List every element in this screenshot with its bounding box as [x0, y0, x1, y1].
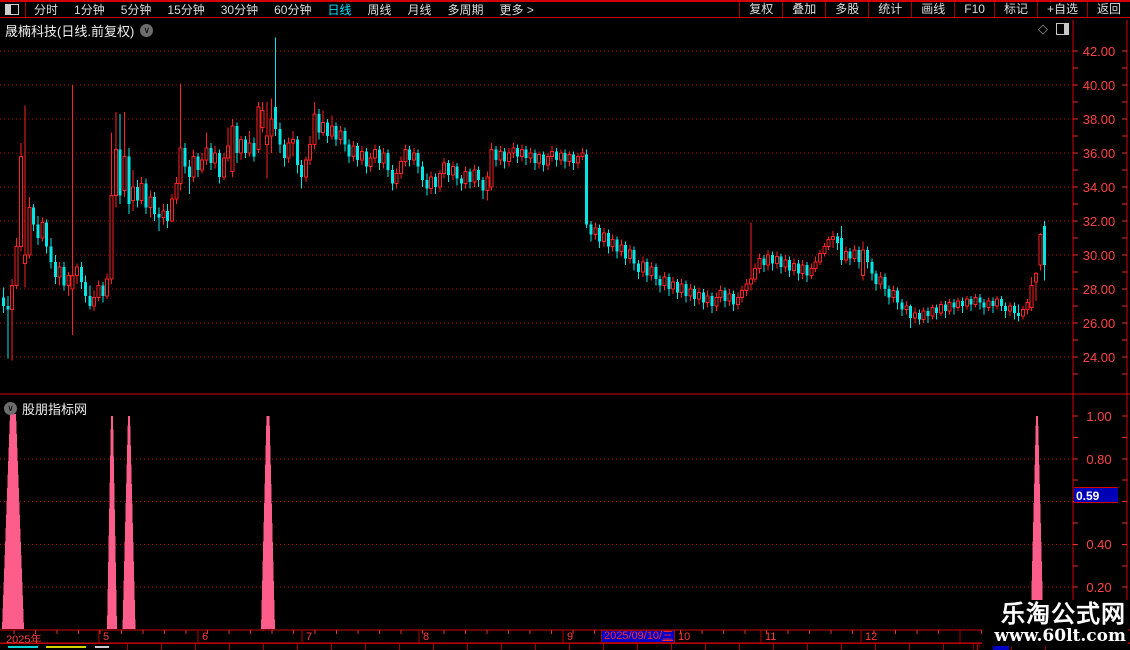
chevron-down-icon[interactable]: ∨ — [4, 402, 17, 415]
clipped-number-fragment: 12 — [971, 643, 982, 650]
period-tab-5分钟[interactable]: 5分钟 — [120, 3, 152, 17]
chevron-down-icon[interactable]: ∨ — [140, 24, 154, 37]
clipped-text-fragment — [95, 646, 109, 648]
toolbar-button-多股[interactable]: 多股 — [825, 2, 868, 17]
indicator-panel-header: ∨ 股朋指标网 — [4, 399, 87, 418]
diamond-marker-icon[interactable]: ◇ — [1038, 21, 1048, 36]
toolbar-button-+自选[interactable]: +自选 — [1036, 2, 1087, 17]
toolbar-button-F10[interactable]: F10 — [954, 2, 994, 17]
main-chart-header: 晟楠科技(日线.前复权) ∨ — [5, 21, 154, 40]
period-tab-30分钟[interactable]: 30分钟 — [220, 3, 259, 17]
chart-corner-icons: ◇ — [1038, 22, 1069, 35]
period-tab-60分钟[interactable]: 60分钟 — [274, 3, 312, 17]
strip-divider — [467, 644, 468, 650]
bottom-clipped-strip: 12 — [0, 643, 1130, 650]
toolbar-button-复权[interactable]: 复权 — [739, 2, 782, 17]
strip-divider — [773, 644, 774, 650]
strip-divider — [977, 644, 978, 650]
strip-divider — [1011, 644, 1012, 650]
indicator-title: 股朋指标网 — [22, 402, 88, 417]
indicator-value-box: 0.59 — [1074, 487, 1118, 503]
strip-divider — [807, 644, 808, 650]
panel-layout-icon[interactable] — [1056, 22, 1069, 35]
strip-divider — [603, 644, 604, 650]
clipped-blue-box — [993, 645, 1009, 650]
strip-divider — [433, 644, 434, 650]
strip-divider — [501, 644, 502, 650]
layout-split-icon[interactable] — [5, 4, 19, 15]
period-tab-日线[interactable]: 日线 — [327, 3, 352, 17]
toolbar-button-叠加[interactable]: 叠加 — [782, 2, 825, 17]
selected-date: 2025/09/10/ — [604, 630, 663, 642]
period-tab-月线[interactable]: 月线 — [407, 3, 432, 17]
toolbar-button-标记[interactable]: 标记 — [993, 2, 1037, 17]
strip-divider — [229, 644, 230, 650]
watermark-site-name: 乐淘公式网 — [1001, 601, 1126, 629]
strip-divider — [535, 644, 536, 650]
toolbar-right-menu: 复权 叠加 多股 统计 画线 F10 标记 +自选 返回 — [739, 2, 1130, 17]
top-menu-bar: 分时 1分钟 5分钟 15分钟 30分钟 60分钟 日线 周线 月线 多周期 更多 > 复权 叠加 多股… — [0, 0, 1130, 18]
strip-divider — [637, 644, 638, 650]
selected-date-box[interactable]: 2025/09/10/三 — [601, 630, 675, 643]
period-tab-更多 >[interactable]: 更多 > — [499, 3, 534, 17]
strip-divider — [671, 644, 672, 650]
strip-divider — [127, 644, 128, 650]
strip-divider — [1045, 644, 1046, 650]
strip-divider — [841, 644, 842, 650]
period-tab-15分钟[interactable]: 15分钟 — [167, 3, 205, 17]
clipped-text-fragment — [8, 646, 38, 648]
strip-divider — [705, 644, 706, 650]
strip-divider — [943, 644, 944, 650]
strip-divider — [569, 644, 570, 650]
toolbar-button-统计[interactable]: 统计 — [868, 2, 911, 17]
strip-divider — [739, 644, 740, 650]
period-menu: 分时 1分钟 5分钟 15分钟 30分钟 60分钟 日线 周线 月线 多周期 更多 > — [26, 1, 542, 18]
strip-divider — [263, 644, 264, 650]
strip-divider — [399, 644, 400, 650]
indicator-value: 0.59 — [1076, 489, 1100, 503]
strip-divider — [331, 644, 332, 650]
strip-divider — [195, 644, 196, 650]
period-tab-分时[interactable]: 分时 — [34, 3, 59, 17]
period-tab-1分钟[interactable]: 1分钟 — [74, 3, 105, 17]
strip-divider — [875, 644, 876, 650]
menu-divider — [25, 2, 26, 17]
clipped-text-fragment — [46, 646, 86, 648]
period-tab-多周期[interactable]: 多周期 — [447, 3, 484, 17]
strip-divider — [297, 644, 298, 650]
strip-divider — [365, 644, 366, 650]
strip-divider — [161, 644, 162, 650]
period-tab-周线[interactable]: 周线 — [367, 3, 392, 17]
toolbar-button-返回[interactable]: 返回 — [1086, 2, 1130, 17]
selected-weekday: 三 — [662, 630, 674, 642]
strip-divider — [909, 644, 910, 650]
stock-title: 晟楠科技(日线.前复权) — [5, 24, 135, 39]
watermark: 乐淘公式网 www.60lt.com — [982, 600, 1128, 646]
toolbar-button-画线[interactable]: 画线 — [911, 2, 954, 17]
watermark-url: www.60lt.com — [994, 626, 1126, 647]
